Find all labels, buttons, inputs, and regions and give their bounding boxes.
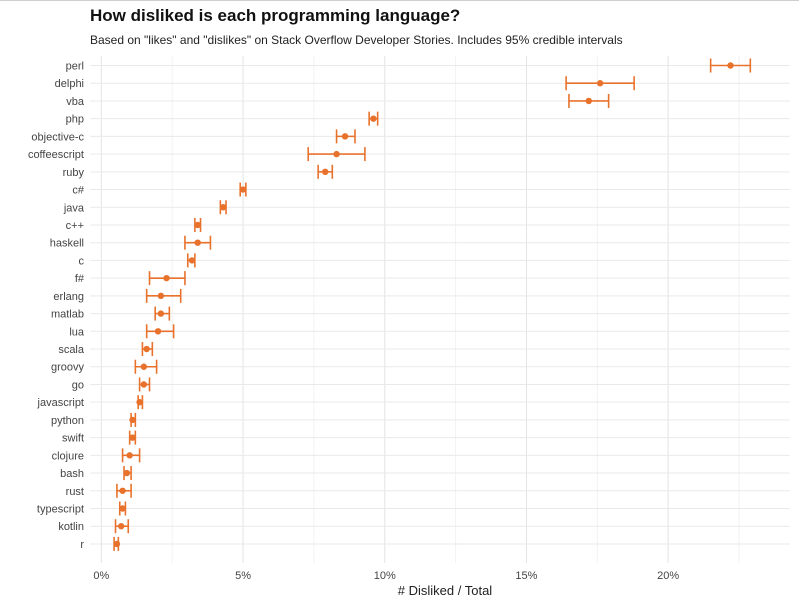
data-point-php bbox=[370, 115, 377, 122]
y-tick-label: ruby bbox=[63, 167, 85, 179]
y-tick-label: matlab bbox=[51, 309, 84, 321]
data-point-swift bbox=[129, 434, 136, 441]
x-tick-label: 0% bbox=[93, 570, 109, 582]
y-tick-label: delphi bbox=[55, 78, 84, 90]
data-point-java bbox=[219, 204, 227, 211]
data-point-c bbox=[188, 257, 196, 264]
data-point-f# bbox=[163, 274, 170, 282]
y-tick-label: f# bbox=[75, 273, 85, 285]
data-point-c# bbox=[239, 186, 247, 193]
x-tick-label: 5% bbox=[235, 570, 251, 582]
chart-subtitle: Based on "likes" and "dislikes" on Stack… bbox=[90, 33, 623, 47]
data-point-rust bbox=[119, 487, 126, 494]
data-point-bash bbox=[123, 469, 131, 477]
y-tick-label: groovy bbox=[51, 362, 85, 374]
data-point-vba bbox=[585, 97, 592, 105]
data-point-delphi bbox=[596, 80, 604, 87]
data-point-coffeescript bbox=[333, 150, 340, 158]
y-tick-label: php bbox=[66, 114, 84, 126]
data-point-lua bbox=[154, 328, 162, 335]
y-tick-label: r bbox=[80, 539, 84, 551]
y-tick-label: perl bbox=[66, 61, 84, 73]
y-tick-label: c# bbox=[72, 185, 85, 197]
y-tick-label: kotlin bbox=[58, 521, 84, 533]
data-point-python bbox=[129, 416, 136, 424]
y-tick-label: typescript bbox=[37, 504, 84, 516]
y-tick-label: coffeescript bbox=[28, 149, 84, 161]
data-point-typescript bbox=[119, 505, 126, 512]
y-tick-label: c++ bbox=[66, 220, 84, 232]
y-tick-label: swift bbox=[62, 433, 84, 445]
data-point-clojure bbox=[126, 452, 133, 459]
data-point-haskell bbox=[194, 239, 201, 246]
data-point-scala bbox=[143, 345, 150, 353]
y-tick-label: python bbox=[51, 415, 84, 427]
x-axis-title: # Disliked / Total bbox=[398, 583, 493, 598]
y-tick-label: erlang bbox=[53, 291, 84, 303]
y-tick-label: scala bbox=[58, 344, 85, 356]
y-tick-label: go bbox=[72, 379, 84, 391]
data-point-c++ bbox=[194, 221, 201, 229]
y-tick-label: bash bbox=[60, 468, 84, 480]
y-tick-label: objective-c bbox=[31, 131, 84, 143]
x-tick-label: 20% bbox=[657, 570, 679, 582]
chart-title: How disliked is each programming languag… bbox=[90, 6, 461, 25]
x-tick-label: 15% bbox=[515, 570, 537, 582]
data-point-javascript bbox=[136, 398, 143, 406]
data-point-kotlin bbox=[117, 523, 125, 530]
y-tick-label: c bbox=[79, 255, 85, 267]
data-point-erlang bbox=[157, 292, 165, 300]
data-point-groovy bbox=[140, 363, 148, 370]
y-tick-label: java bbox=[63, 202, 85, 214]
y-tick-label: clojure bbox=[52, 450, 84, 462]
x-tick-label: 10% bbox=[374, 570, 396, 582]
data-point-r bbox=[113, 540, 121, 548]
data-point-objective-c bbox=[341, 133, 349, 140]
data-point-go bbox=[140, 381, 148, 388]
data-point-matlab bbox=[157, 310, 165, 317]
y-tick-label: rust bbox=[66, 486, 84, 498]
data-point-perl bbox=[727, 62, 734, 69]
y-tick-label: javascript bbox=[37, 397, 84, 409]
data-point-ruby bbox=[322, 168, 329, 176]
y-tick-label: haskell bbox=[50, 238, 84, 250]
y-tick-label: vba bbox=[66, 96, 85, 108]
y-tick-label: lua bbox=[69, 326, 85, 338]
